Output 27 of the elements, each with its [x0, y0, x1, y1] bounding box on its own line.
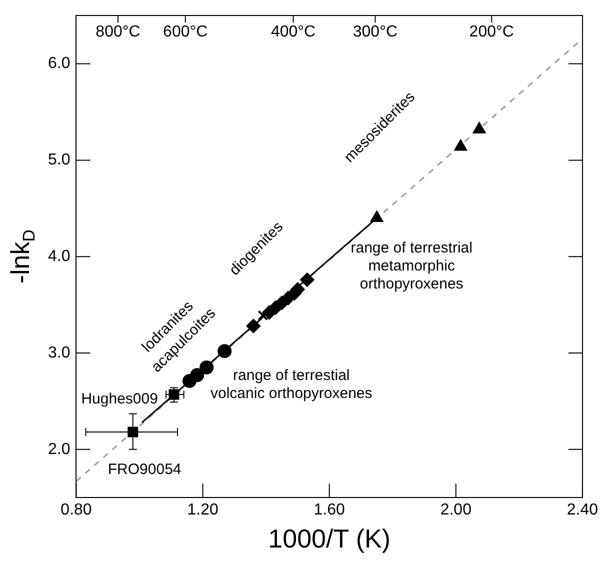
y-tick-label: 6.0 [48, 55, 70, 72]
y-tick-label: 4.0 [48, 248, 70, 266]
annotation: range of terrestial volcanic orthopyroxenes [210, 366, 372, 402]
point [370, 211, 383, 222]
point [473, 122, 486, 134]
x-tick-label: 0.80 [60, 502, 92, 519]
annotation: range of terrestrial metamorphic orthopyroxenes [350, 239, 472, 292]
annotation: 200°C [469, 23, 514, 40]
annotation: Hughes009 [81, 390, 158, 408]
x-tick-label: 2.40 [566, 502, 598, 519]
y-axis-title: -lnkD [5, 230, 38, 284]
x-tick-label: 1.60 [314, 502, 346, 519]
point [218, 344, 232, 358]
x-tick-label: 2.00 [440, 502, 472, 519]
annotation: 600°C [163, 23, 208, 40]
y-tick-label: 3.0 [48, 344, 70, 362]
x-axis-title: 1000/T (K) [268, 524, 391, 554]
annotation: 300°C [352, 23, 398, 40]
point [454, 140, 467, 151]
annotation: 800°C [96, 23, 140, 40]
point [246, 319, 260, 334]
x-tick-label: 1.20 [187, 502, 218, 519]
annotation: FRO90054 [108, 460, 182, 478]
y-tick-label: 2.0 [48, 440, 70, 458]
point [300, 272, 314, 287]
y-tick-label: 5.0 [48, 152, 70, 169]
annotation: 400°C [270, 23, 316, 40]
